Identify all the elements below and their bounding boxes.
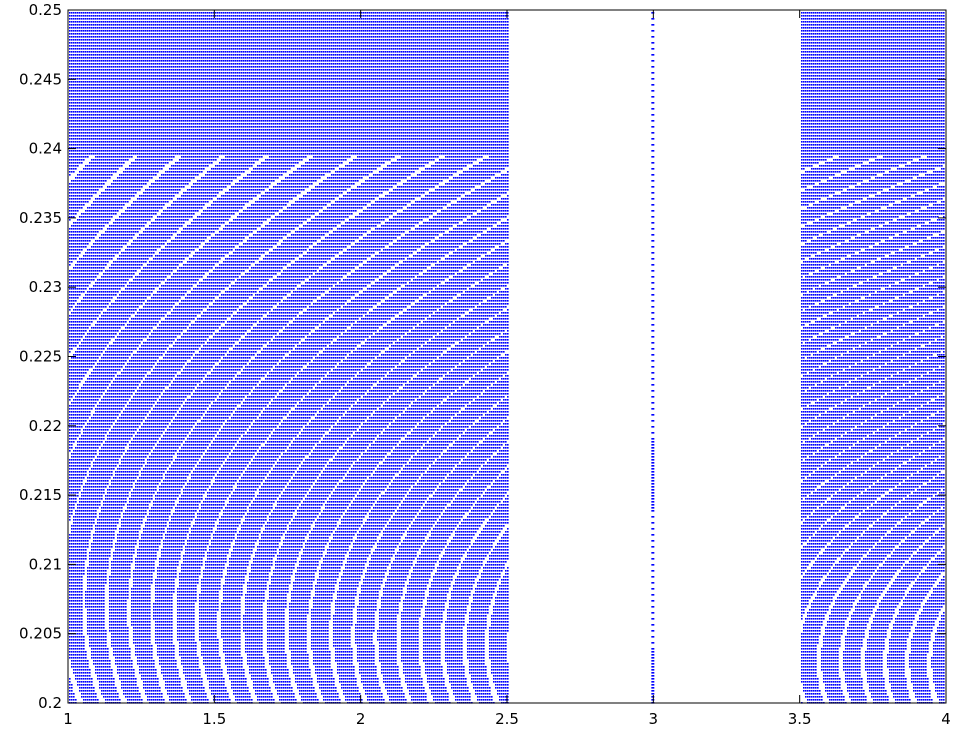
x-tick-label: 3.5 [788,710,812,728]
x-tick-label: 2.5 [495,710,519,728]
y-tick-label: 0.235 [19,209,62,227]
x-tick-label: 1 [63,710,73,728]
y-tick-label: 0.215 [19,486,62,504]
y-tick-label: 0.23 [29,278,62,296]
x-tick-label: 3 [649,710,659,728]
y-tick-label: 0.225 [19,348,62,366]
y-tick-label: 0.205 [19,625,62,643]
y-tick-label: 0.25 [29,1,62,19]
y-tick-label: 0.21 [29,555,62,573]
x-tick-label: 2 [356,710,366,728]
x-tick-label: 1.5 [202,710,226,728]
x-tick-label: 4 [941,710,951,728]
y-tick-label: 0.245 [19,70,62,88]
y-tick-label: 0.2 [38,694,62,712]
y-tick-label: 0.24 [29,140,62,158]
y-tick-label: 0.22 [29,417,62,435]
